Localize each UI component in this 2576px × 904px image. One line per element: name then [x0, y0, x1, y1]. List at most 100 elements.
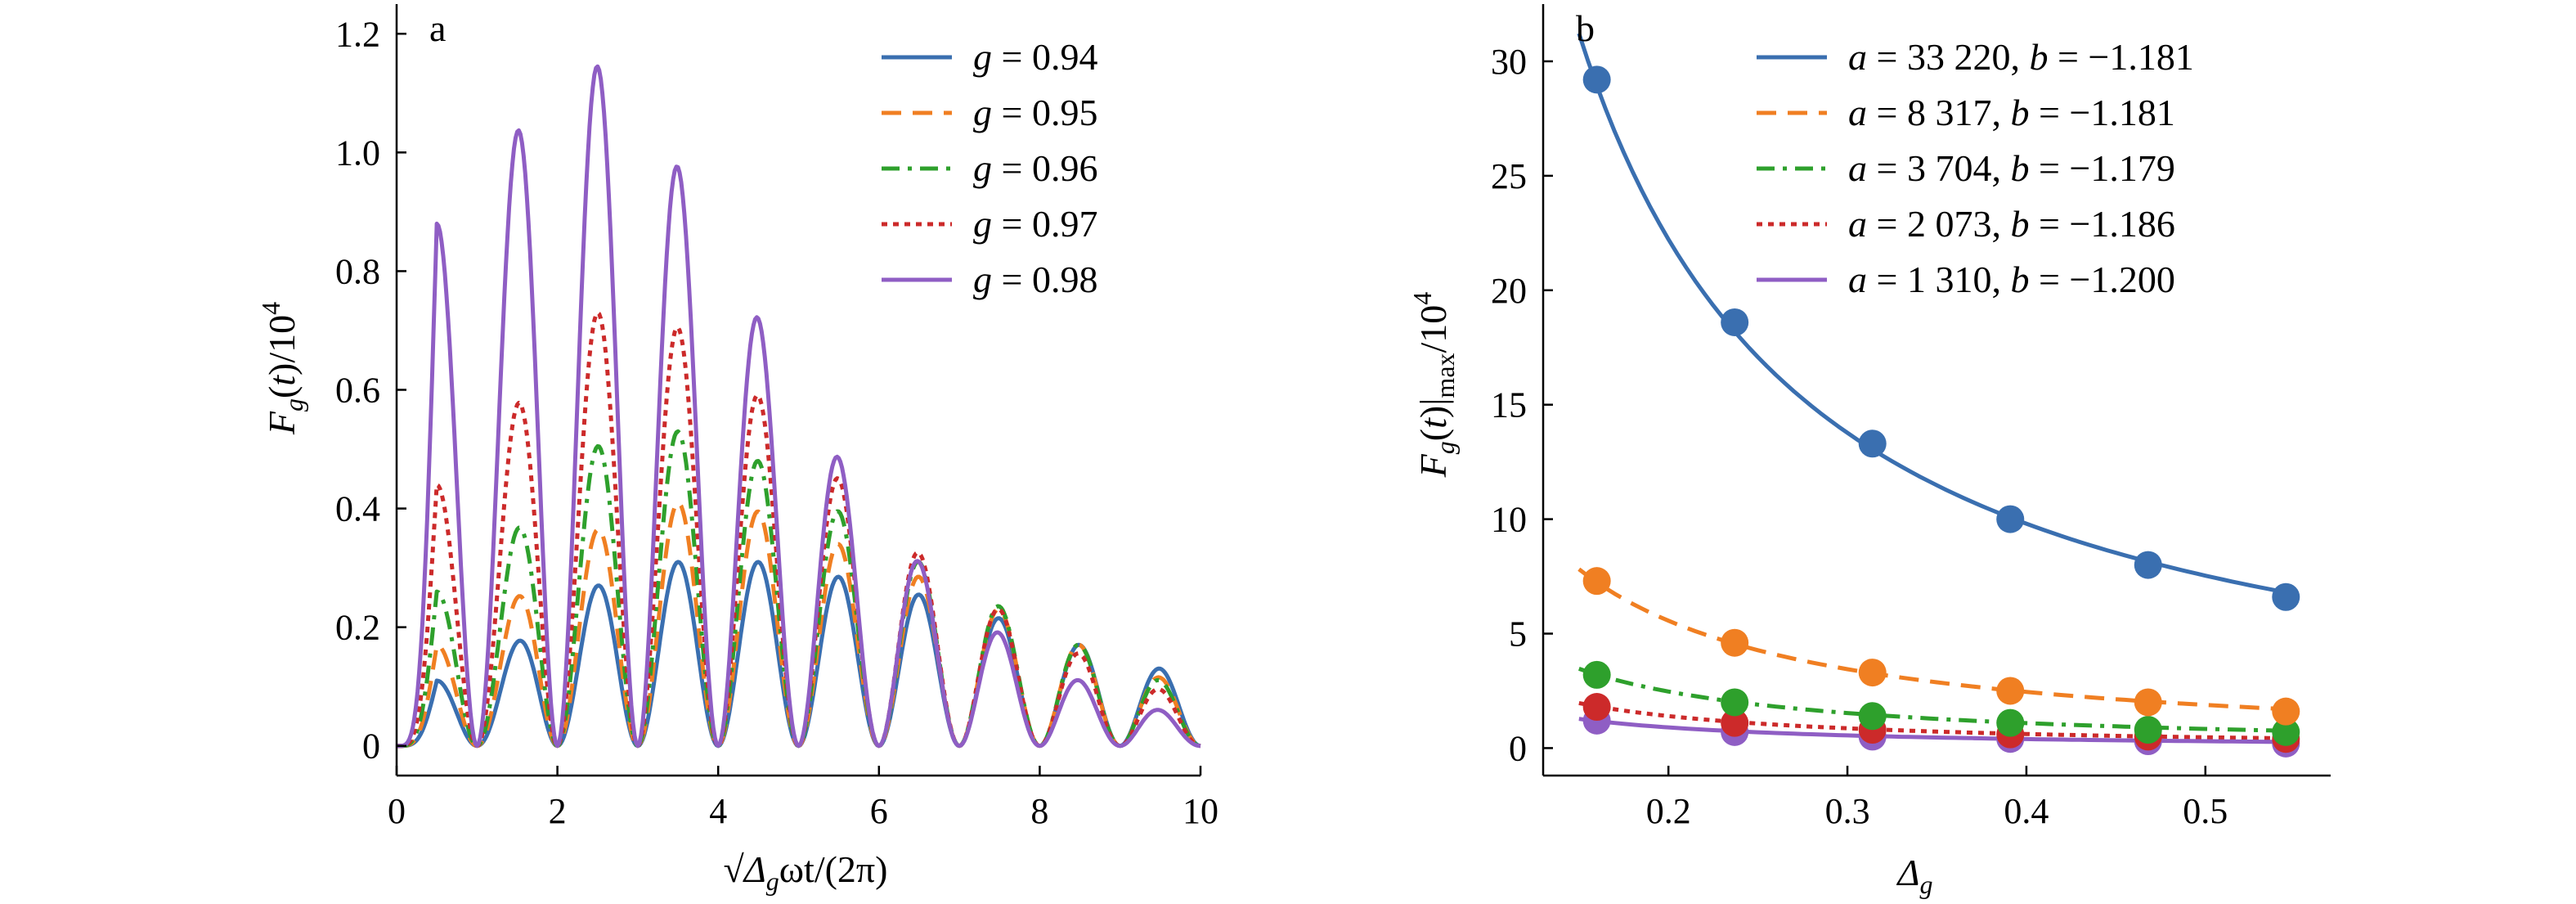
y-label-bar: )| — [1412, 398, 1454, 419]
data-point-3-1 — [1721, 708, 1749, 737]
data-point-0-0 — [1582, 65, 1611, 94]
legend-value: = 0.96 — [992, 147, 1097, 189]
legend-label: a = 8 317, b = −1.181 — [1848, 92, 2175, 133]
y-label-tail: /10 — [1412, 305, 1454, 353]
panel-a-ticks: 0 2 4 6 8 10 0 0.2 0.4 0.6 0.8 1.0 1.2 — [335, 14, 1218, 831]
series-line-094 — [396, 560, 1201, 749]
x-label-delta: Δ — [743, 848, 766, 890]
data-point-1-3 — [1996, 677, 2025, 705]
x-tick-label: 0.4 — [2004, 791, 2049, 831]
y-label-open: ( — [1412, 429, 1454, 441]
x-tick-label: 4 — [709, 791, 727, 831]
data-point-1-0 — [1582, 567, 1611, 596]
legend-label: g = 0.95 — [973, 92, 1097, 133]
y-tick-label: 0.8 — [335, 251, 380, 291]
legend-label: a = 2 073, b = −1.186 — [1848, 203, 2175, 245]
legend-value: = 0.97 — [992, 203, 1097, 245]
panel-a-x-axis-label: √Δgωt/(2π) — [724, 848, 888, 896]
y-tick-label: 25 — [1491, 156, 1527, 196]
data-point-2-5 — [2272, 717, 2300, 746]
data-point-0-2 — [1858, 430, 1887, 458]
legend-var: g — [973, 92, 992, 133]
panel-a-curves — [396, 64, 1201, 749]
x-tick-label: 0.5 — [2183, 791, 2228, 831]
data-point-0-5 — [2272, 582, 2300, 611]
data-point-0-3 — [1996, 505, 2025, 533]
legend-var-b: b — [2010, 92, 2029, 133]
legend-value-a: = 3 704, — [1867, 147, 2010, 189]
x-tick-label: 8 — [1030, 791, 1048, 831]
panel-b-curves — [1577, 33, 2300, 758]
legend-label: g = 0.97 — [973, 203, 1097, 245]
data-point-1-4 — [2134, 688, 2162, 717]
legend-label: a = 33 220, b = −1.181 — [1848, 36, 2194, 78]
y-tick-label: 5 — [1509, 614, 1527, 654]
x-tick-label: 10 — [1183, 791, 1218, 831]
panel-b: 0.2 0.3 0.4 0.5 0 5 10 15 20 25 30 b a = 33 220, b… — [1407, 4, 2331, 899]
y-label-sup: 4 — [256, 302, 285, 315]
panel-b-axes — [1542, 4, 2331, 777]
data-point-2-1 — [1721, 688, 1749, 717]
legend-var-a: a — [1848, 259, 1867, 300]
legend-value-a: = 8 317, — [1867, 92, 2010, 133]
panel-a-y-axis-label: Fg(t)/104 — [256, 302, 308, 435]
fit-curve-1 — [1577, 567, 2296, 712]
y-label-max: max — [1430, 353, 1460, 398]
y-label-t: t — [261, 375, 303, 386]
series-line-098 — [396, 64, 1201, 749]
x-label-delta: Δ — [1896, 852, 1920, 893]
data-point-1-5 — [2272, 697, 2300, 726]
y-tick-label: 0 — [362, 726, 380, 767]
legend-var: g — [973, 203, 992, 245]
y-label-sub: g — [279, 398, 308, 412]
y-tick-label: 1.0 — [335, 133, 380, 173]
data-point-2-3 — [1996, 708, 2025, 737]
x-tick-label: 0.3 — [1825, 791, 1870, 831]
legend-var-a: a — [1848, 92, 1867, 133]
y-tick-label: 30 — [1491, 42, 1527, 82]
legend-var: g — [973, 147, 992, 189]
data-point-2-0 — [1582, 660, 1611, 689]
legend-var: g — [973, 259, 992, 300]
y-tick-label: 10 — [1491, 500, 1527, 540]
legend-value: = 0.98 — [992, 259, 1097, 300]
x-tick-label: 2 — [549, 791, 567, 831]
panel-b-ticks: 0.2 0.3 0.4 0.5 0 5 10 15 20 25 30 — [1491, 42, 2228, 831]
y-tick-label: 20 — [1491, 271, 1527, 311]
x-label-sqrt: √ — [724, 848, 745, 890]
data-point-0-1 — [1721, 308, 1749, 336]
data-point-1-2 — [1858, 659, 1887, 687]
legend-value-b: = −1.181 — [2029, 92, 2174, 133]
x-label-sub: g — [1920, 870, 1933, 899]
legend-var-b: b — [2010, 259, 2029, 300]
data-point-2-2 — [1858, 702, 1887, 731]
legend-label: a = 3 704, b = −1.179 — [1848, 147, 2175, 189]
y-label-open: ( — [261, 386, 303, 398]
legend-var-b: b — [2010, 203, 2029, 245]
data-point-1-1 — [1721, 628, 1749, 657]
fit-curve-4 — [1578, 717, 2296, 744]
legend-var-a: a — [1848, 203, 1867, 245]
x-label-delta-sub: g — [766, 866, 779, 896]
panel-b-y-axis-label: Fg(t)|max/104 — [1407, 292, 1460, 479]
legend-label: g = 0.94 — [973, 36, 1097, 78]
legend-label: a = 1 310, b = −1.200 — [1848, 259, 2175, 300]
y-label-t: t — [1412, 417, 1454, 429]
x-label-rest: ωt/(2π) — [779, 848, 888, 890]
legend-value-b: = −1.186 — [2029, 203, 2174, 245]
y-label-end: )/10 — [261, 315, 303, 376]
x-tick-label: 6 — [870, 791, 888, 831]
panel-b-x-axis-label: Δg — [1896, 852, 1933, 899]
data-point-0-4 — [2134, 551, 2162, 579]
y-tick-label: 1.2 — [335, 14, 380, 54]
y-tick-label: 0.2 — [335, 608, 380, 648]
legend-value-a: = 1 310, — [1867, 259, 2010, 300]
legend-var: g — [973, 36, 992, 78]
legend-value-b: = −1.181 — [2048, 36, 2193, 78]
panel-b-label: b — [1576, 7, 1595, 49]
y-label-f: F — [1412, 453, 1454, 478]
legend-value-a: = 33 220, — [1867, 36, 2029, 78]
